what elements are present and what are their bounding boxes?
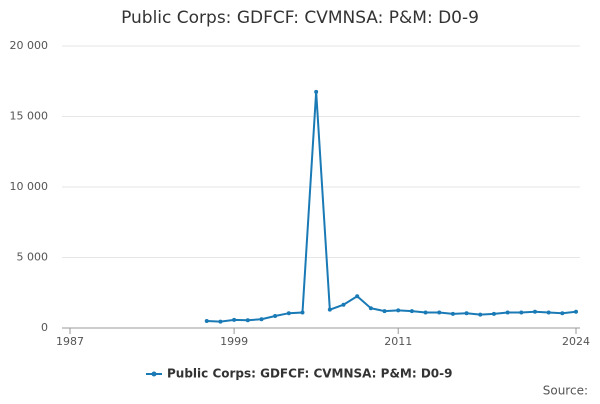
point bbox=[355, 294, 360, 299]
y-tick-label: 10 000 bbox=[10, 180, 49, 193]
legend-label: Public Corps: GDFCF: CVMNSA: P&M: D0-9 bbox=[167, 367, 452, 381]
chart-title: Public Corps: GDFCF: CVMNSA: P&M: D0-9 bbox=[121, 8, 479, 28]
point bbox=[505, 310, 510, 315]
point bbox=[218, 319, 223, 324]
y-tick-label: 0 bbox=[41, 321, 48, 334]
point bbox=[300, 310, 305, 315]
point bbox=[574, 309, 578, 314]
y-tick-label: 5 000 bbox=[17, 251, 49, 264]
point bbox=[560, 311, 565, 316]
y-tick-label: 15 000 bbox=[10, 110, 49, 123]
point bbox=[273, 314, 278, 319]
x-tick-label: 1987 bbox=[56, 335, 84, 348]
y-tick-label: 20 000 bbox=[10, 39, 49, 52]
point bbox=[382, 309, 387, 314]
point bbox=[314, 89, 319, 94]
point bbox=[519, 310, 524, 315]
point bbox=[491, 311, 496, 316]
x-tick-label: 2011 bbox=[384, 335, 412, 348]
point bbox=[450, 311, 455, 316]
x-tick-label: 1999 bbox=[220, 335, 248, 348]
source: Source: bbox=[543, 384, 588, 398]
legend-swatch-dot bbox=[151, 371, 157, 377]
point bbox=[396, 308, 401, 313]
point bbox=[437, 310, 442, 315]
x-tick-label: 2024 bbox=[562, 335, 590, 348]
point bbox=[478, 312, 483, 317]
point bbox=[409, 309, 414, 314]
point bbox=[245, 318, 250, 323]
line bbox=[206, 91, 577, 323]
point bbox=[286, 311, 291, 316]
point bbox=[368, 306, 373, 311]
point bbox=[532, 309, 537, 314]
point bbox=[464, 311, 469, 316]
point bbox=[327, 307, 332, 312]
point bbox=[259, 317, 264, 322]
point bbox=[232, 317, 237, 322]
point bbox=[204, 318, 209, 323]
point bbox=[341, 302, 346, 307]
point bbox=[423, 310, 428, 315]
point bbox=[546, 310, 551, 315]
